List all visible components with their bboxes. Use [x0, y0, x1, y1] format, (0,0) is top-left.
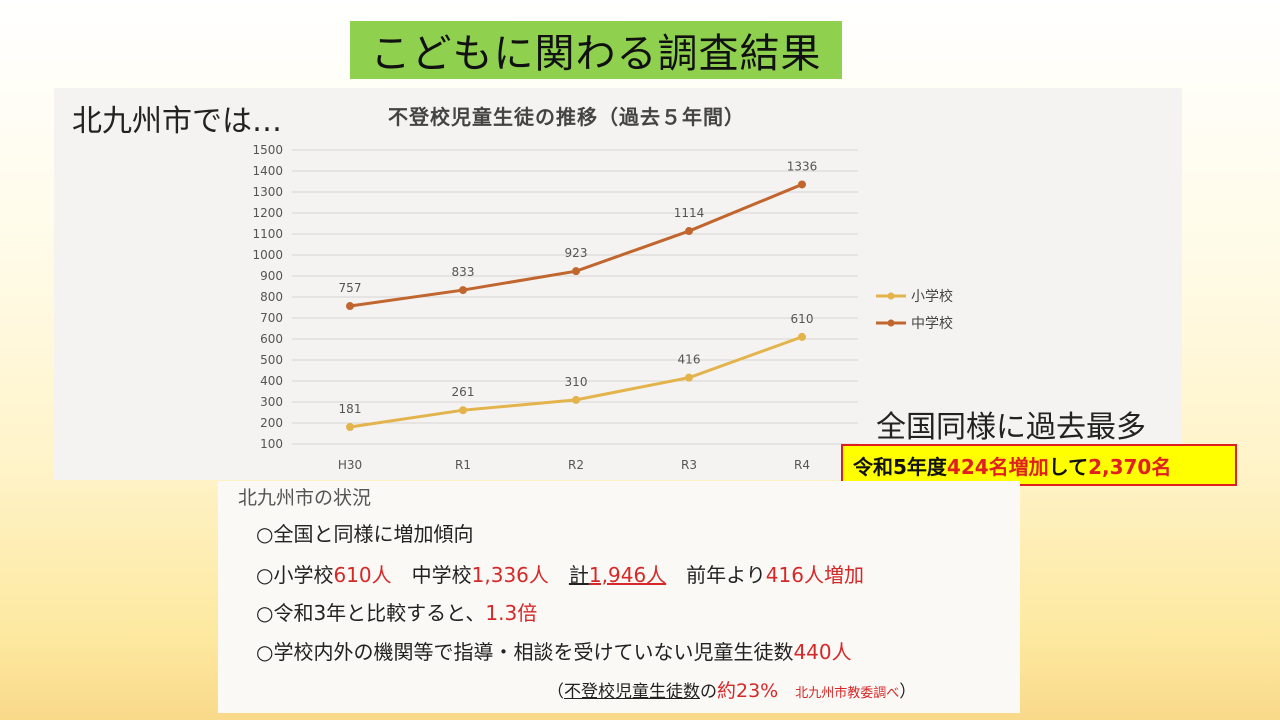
legend-marker [887, 292, 895, 300]
increase-count: 416人増加 [765, 563, 864, 587]
data-point [459, 406, 467, 415]
x-tick-label: R4 [794, 458, 810, 472]
ratio-value: 1.3倍 [485, 601, 538, 625]
data-point [685, 227, 693, 236]
total-label: 計 [568, 563, 589, 587]
y-tick-label: 500 [260, 353, 283, 367]
data-point [685, 373, 693, 382]
x-axis-ticks: H30 R1 R2 R3 R4 [338, 458, 810, 472]
nation-record-text: 全国同様に過去最多 [876, 410, 1146, 445]
x-tick-label: H30 [338, 458, 362, 472]
data-point [346, 302, 354, 311]
data-label: 923 [565, 246, 588, 260]
data-label: 1336 [787, 159, 818, 173]
x-tick-label: R2 [568, 458, 584, 472]
data-label: 610 [791, 312, 814, 326]
status-note: （不登校児童生徒数の約23% 北九州市教委調べ） [547, 680, 917, 702]
data-label: 181 [339, 402, 362, 416]
legend-label: 小学校 [911, 288, 953, 305]
prev-year-label: 前年より [666, 563, 766, 587]
x-tick-label: R1 [455, 458, 471, 472]
junior-count: 1,336人 [471, 563, 549, 587]
y-tick-label: 800 [260, 290, 283, 304]
status-line-1: ○全国と同様に増加傾向 [256, 522, 474, 546]
y-tick-label: 1500 [252, 143, 283, 157]
chart-title: 不登校児童生徒の推移（過去５年間） [388, 105, 745, 129]
status-line-4: ○学校内外の機関等で指導・相談を受けていない児童生徒数440人 [256, 640, 852, 664]
data-point [798, 332, 806, 341]
data-point [459, 286, 467, 295]
y-tick-label: 900 [260, 269, 283, 283]
y-tick-label: 1100 [252, 227, 283, 241]
data-point [798, 180, 806, 189]
highlight-connector: して [1048, 454, 1089, 479]
highlight-year: 令和5年度 [853, 454, 947, 479]
data-label: 416 [678, 353, 701, 367]
source-label: 北九州市教委調べ [795, 686, 900, 701]
highlight-total: 2,370名 [1088, 454, 1172, 479]
data-label: 310 [565, 375, 588, 389]
elementary-label: ○小学校 [256, 563, 334, 587]
data-label: 261 [452, 385, 475, 399]
data-point [572, 267, 580, 276]
status-line-2: ○小学校610人 中学校1,336人 計1,946人 前年より416人増加 [256, 559, 864, 588]
y-tick-label: 300 [260, 395, 283, 409]
status-line-3: ○令和3年と比較すると、1.3倍 [256, 601, 538, 625]
y-tick-label: 700 [260, 311, 283, 325]
status-panel [218, 481, 1020, 713]
legend-marker [887, 319, 895, 327]
unsupported-count: 440人 [793, 640, 852, 664]
y-tick-label: 400 [260, 374, 283, 388]
y-tick-label: 1400 [252, 164, 283, 178]
y-tick-label: 100 [260, 437, 283, 451]
y-axis-ticks: 100 200 300 400 500 600 700 800 900 1000 1100 1200 1… [252, 143, 283, 451]
data-point [346, 422, 354, 431]
data-label: 1114 [674, 206, 705, 220]
data-label: 833 [452, 265, 475, 279]
y-tick-label: 200 [260, 416, 283, 430]
status-title: 北九州市の状況 [238, 487, 372, 509]
chart-panel [54, 88, 1182, 480]
intro-text: 北九州市では… [72, 104, 282, 139]
y-tick-label: 1200 [252, 206, 283, 220]
x-tick-label: R3 [681, 458, 697, 472]
y-tick-label: 600 [260, 332, 283, 346]
data-label: 757 [339, 281, 362, 295]
junior-label: 中学校 [391, 563, 472, 587]
percent-value: 約23% [717, 680, 779, 702]
elementary-count: 610人 [333, 563, 392, 587]
legend-label: 中学校 [911, 315, 953, 332]
y-tick-label: 1300 [252, 185, 283, 199]
highlight-box: 令和5年度 424名増加 して 2,370名 [841, 444, 1237, 486]
chart-series: 181 261 310 416 610 757 833 923 1114 1336 [339, 159, 818, 431]
y-tick-label: 1000 [252, 248, 283, 262]
slide-title: こどもに関わる調査結果 [350, 21, 842, 79]
data-point [572, 395, 580, 404]
highlight-increase: 424名増加 [946, 454, 1049, 479]
total-count: 1,946人 [588, 563, 667, 587]
